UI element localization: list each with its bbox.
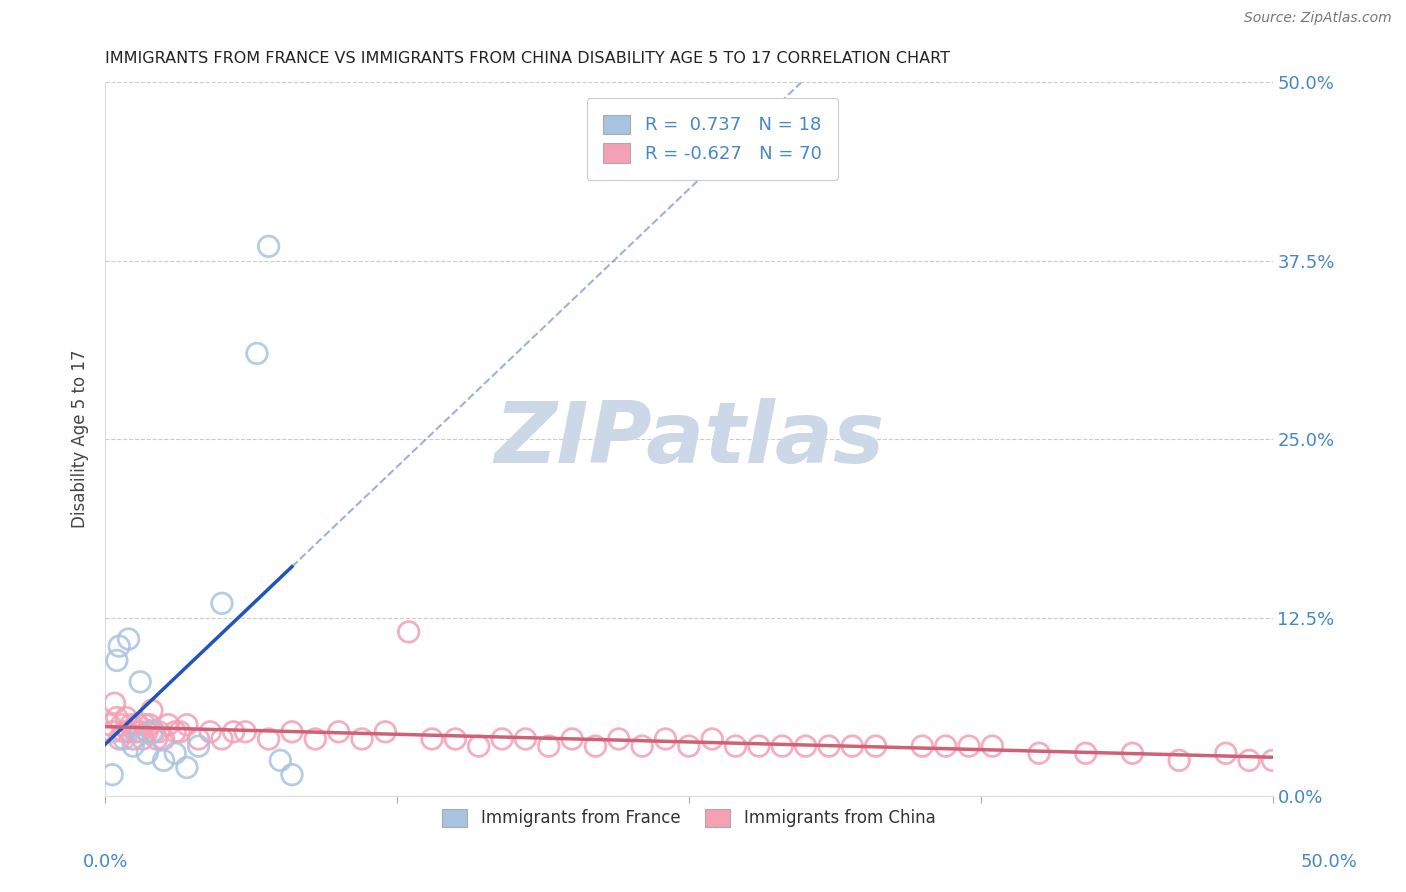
Text: IMMIGRANTS FROM FRANCE VS IMMIGRANTS FROM CHINA DISABILITY AGE 5 TO 17 CORRELATI: IMMIGRANTS FROM FRANCE VS IMMIGRANTS FRO… [105, 51, 950, 66]
Point [120, 717, 142, 731]
Point [105, 653, 128, 667]
Point [148, 724, 170, 739]
Point [1215, 746, 1237, 760]
Point [350, 731, 373, 746]
Point [585, 739, 607, 753]
Point [702, 731, 724, 746]
Point [200, 724, 222, 739]
Point [108, 731, 131, 746]
Point [233, 724, 256, 739]
Point [246, 346, 269, 360]
Point [1121, 746, 1143, 760]
Point [1074, 746, 1097, 760]
Text: 0.0%: 0.0% [83, 853, 128, 871]
Text: 50.0%: 50.0% [1301, 853, 1357, 871]
Point [112, 724, 135, 739]
Legend: Immigrants from France, Immigrants from China: Immigrants from France, Immigrants from … [436, 802, 942, 834]
Point [129, 674, 152, 689]
Point [141, 703, 163, 717]
Point [112, 731, 135, 746]
Point [101, 724, 124, 739]
Point [138, 717, 160, 731]
Point [865, 739, 887, 753]
Point [134, 717, 156, 731]
Point [129, 724, 152, 739]
Point [911, 739, 934, 753]
Point [770, 739, 793, 753]
Point [1168, 753, 1191, 767]
Point [724, 739, 747, 753]
Text: ZIPatlas: ZIPatlas [494, 398, 884, 481]
Point [157, 717, 180, 731]
Point [122, 731, 145, 746]
Point [374, 724, 396, 739]
Point [103, 696, 125, 710]
Point [269, 753, 291, 767]
Point [101, 767, 124, 781]
Text: Source: ZipAtlas.com: Source: ZipAtlas.com [1244, 12, 1392, 25]
Point [165, 724, 187, 739]
Point [1028, 746, 1050, 760]
Point [152, 731, 174, 746]
Point [281, 767, 304, 781]
Point [957, 739, 980, 753]
Point [98, 717, 121, 731]
Point [108, 639, 131, 653]
Point [1261, 753, 1284, 767]
Point [328, 724, 350, 739]
Point [1237, 753, 1260, 767]
Point [304, 731, 326, 746]
Point [187, 739, 209, 753]
Point [631, 739, 654, 753]
Point [818, 739, 841, 753]
Point [136, 724, 159, 739]
Point [468, 739, 491, 753]
Point [141, 724, 163, 739]
Point [211, 731, 233, 746]
Point [841, 739, 863, 753]
Point [678, 739, 700, 753]
Point [491, 731, 513, 746]
Point [257, 731, 280, 746]
Point [794, 739, 817, 753]
Point [981, 739, 1004, 753]
Point [136, 746, 159, 760]
Point [145, 731, 167, 746]
Point [127, 717, 149, 731]
Point [420, 731, 443, 746]
Point [176, 717, 198, 731]
Point [748, 739, 770, 753]
Point [110, 717, 132, 731]
Point [537, 739, 560, 753]
Point [561, 731, 583, 746]
Point [117, 724, 139, 739]
Point [398, 624, 420, 639]
Point [115, 710, 138, 724]
Point [654, 731, 676, 746]
Point [176, 760, 198, 774]
Y-axis label: Disability Age 5 to 17: Disability Age 5 to 17 [72, 350, 89, 528]
Point [105, 710, 128, 724]
Point [257, 239, 280, 253]
Point [515, 731, 537, 746]
Point [935, 739, 957, 753]
Point [152, 753, 174, 767]
Point [117, 632, 139, 646]
Point [607, 731, 630, 746]
Point [281, 724, 304, 739]
Point [187, 731, 209, 746]
Point [124, 724, 146, 739]
Point [131, 731, 153, 746]
Point [169, 724, 191, 739]
Point [165, 746, 187, 760]
Point [211, 596, 233, 610]
Point [143, 724, 166, 739]
Point [122, 739, 145, 753]
Point [444, 731, 467, 746]
Point [222, 724, 245, 739]
